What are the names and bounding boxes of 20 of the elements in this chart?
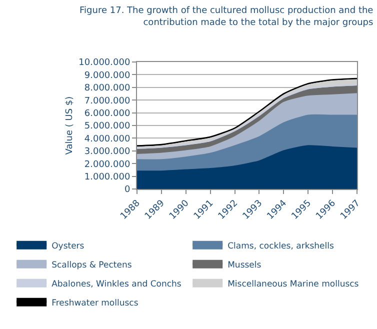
y-tick-label: 5.000.000	[84, 122, 130, 132]
y-axis-title: Value ( US $)	[65, 96, 76, 155]
y-tick-label: 10.000.000	[78, 58, 130, 68]
y-tick-label: 1.000.000	[84, 172, 130, 182]
legend-label: Scallops & Pectens	[52, 260, 132, 271]
legend-label: Clams, cockles, arkshells	[228, 242, 335, 252]
chart-title: Figure 17. The growth of the cultured mollusc production and the contribution made to the total by the major groups	[80, 6, 374, 28]
y-tick-label: 7.000.000	[84, 96, 130, 106]
legend-label: Abalones, Winkles and Conchs	[52, 280, 182, 290]
y-tick-label: 8.000.000	[84, 84, 130, 94]
legend-label: Miscellaneous Marine molluscs	[228, 280, 360, 290]
y-tick-label: 4.000.000	[84, 134, 130, 144]
y-tick-label: 9.000.000	[84, 70, 130, 81]
y-tick-label: 3.000.000	[84, 147, 130, 158]
legend-label: Freshwater molluscs	[52, 298, 139, 309]
y-tick-label: 6.000.000	[84, 108, 130, 119]
y-tick-label: 2.000.000	[84, 160, 130, 170]
y-tick-label: 0	[124, 185, 130, 196]
legend-label: Mussels	[228, 260, 262, 271]
legend-label: Oysters	[52, 242, 85, 252]
